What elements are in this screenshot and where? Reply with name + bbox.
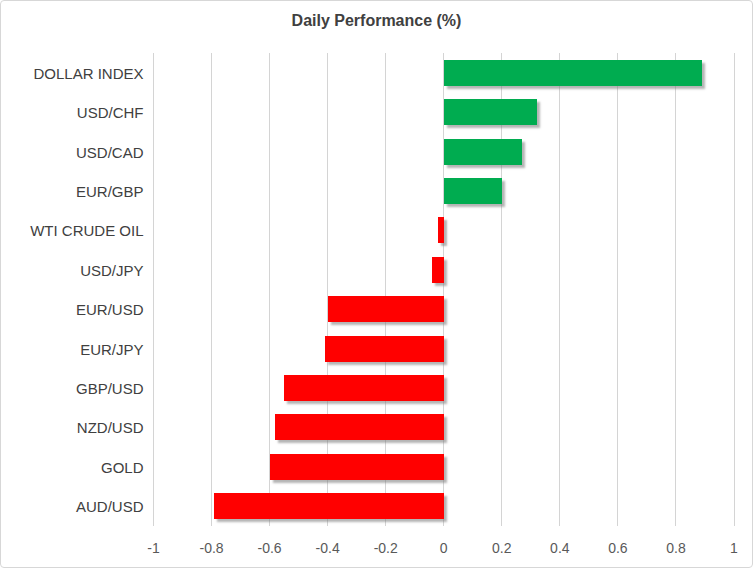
category-label: EUR/GBP (1, 182, 144, 199)
bar-gold (270, 454, 444, 480)
category-label: AUD/USD (1, 498, 144, 515)
category-label: WTI CRUDE OIL (1, 222, 144, 239)
category-label: EUR/JPY (1, 340, 144, 357)
x-tick-label: -0.2 (374, 540, 398, 556)
bar-usd-jpy (432, 257, 444, 283)
bar-dollar-index (444, 60, 702, 86)
x-tick-label: 0.8 (666, 540, 685, 556)
category-label: EUR/USD (1, 301, 144, 318)
gridline (617, 53, 618, 526)
x-tick-label: 0 (440, 540, 448, 556)
bar-nzd-usd (275, 414, 443, 440)
category-label: GOLD (1, 458, 144, 475)
x-tick-label: 0.2 (492, 540, 511, 556)
bar-usd-chf (444, 99, 537, 125)
daily-performance-chart: Daily Performance (%) -1 -0.8 -0.6 -0.4 -0.2… (0, 0, 753, 568)
bar-eur-gbp (444, 178, 502, 204)
category-label: GBP/USD (1, 380, 144, 397)
category-label: USD/CAD (1, 143, 144, 160)
gridline (675, 53, 676, 526)
bar-eur-usd (328, 296, 444, 322)
x-tick-label: 1 (730, 540, 738, 556)
gridline (734, 53, 735, 526)
bar-aud-usd (214, 493, 443, 519)
category-label: DOLLAR INDEX (1, 64, 144, 81)
bar-eur-jpy (325, 336, 444, 362)
x-tick-label: -0.8 (199, 540, 223, 556)
category-label: USD/JPY (1, 261, 144, 278)
gridline (211, 53, 212, 526)
gridline (559, 53, 560, 526)
category-label: NZD/USD (1, 419, 144, 436)
x-tick-label: -0.6 (258, 540, 282, 556)
x-tick-label: -1 (147, 540, 159, 556)
x-tick-label: 0.6 (608, 540, 627, 556)
bar-gbp-usd (284, 375, 444, 401)
category-label: USD/CHF (1, 104, 144, 121)
x-tick-label: -0.4 (316, 540, 340, 556)
x-tick-label: 0.4 (550, 540, 569, 556)
gridline (153, 53, 154, 526)
chart-title: Daily Performance (%) (1, 12, 752, 30)
bar-wti-crude-oil (438, 217, 444, 243)
bar-usd-cad (444, 139, 522, 165)
